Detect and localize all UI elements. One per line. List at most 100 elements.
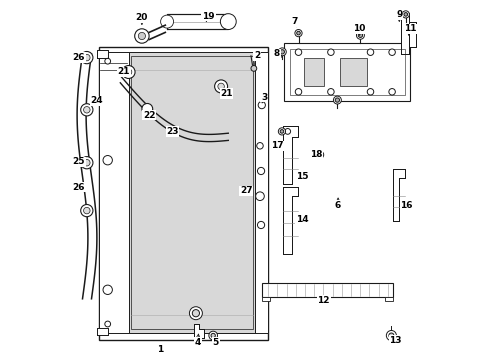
Circle shape xyxy=(255,192,264,201)
Bar xyxy=(131,56,253,329)
Circle shape xyxy=(218,83,224,90)
Circle shape xyxy=(388,333,393,338)
Circle shape xyxy=(335,98,339,102)
Polygon shape xyxy=(283,126,297,184)
Circle shape xyxy=(134,29,149,43)
Circle shape xyxy=(257,221,264,229)
Circle shape xyxy=(83,107,90,113)
Text: 22: 22 xyxy=(142,111,155,120)
Bar xyxy=(289,49,404,95)
Circle shape xyxy=(403,13,407,16)
Text: 19: 19 xyxy=(202,12,214,21)
Circle shape xyxy=(214,80,227,93)
Circle shape xyxy=(256,143,263,149)
Text: 10: 10 xyxy=(353,24,365,33)
Text: 18: 18 xyxy=(309,150,322,159)
Circle shape xyxy=(294,30,302,37)
Bar xyxy=(261,283,392,297)
Text: 9: 9 xyxy=(395,10,402,19)
Circle shape xyxy=(333,96,341,104)
Text: 4: 4 xyxy=(194,338,201,347)
Circle shape xyxy=(208,331,217,340)
Circle shape xyxy=(192,310,199,317)
Text: 2: 2 xyxy=(253,51,260,60)
Text: 7: 7 xyxy=(291,17,298,26)
Circle shape xyxy=(295,49,301,55)
Circle shape xyxy=(81,51,93,64)
Polygon shape xyxy=(283,187,297,254)
Bar xyxy=(99,47,267,340)
Circle shape xyxy=(220,14,236,30)
Circle shape xyxy=(358,33,362,37)
Circle shape xyxy=(81,204,93,217)
Text: 3: 3 xyxy=(261,93,267,102)
Circle shape xyxy=(125,69,132,75)
Circle shape xyxy=(83,54,90,61)
Polygon shape xyxy=(194,324,204,338)
Bar xyxy=(99,52,128,333)
Circle shape xyxy=(327,49,333,55)
Text: 11: 11 xyxy=(403,24,415,33)
Text: 25: 25 xyxy=(73,157,85,166)
Circle shape xyxy=(388,49,394,55)
Circle shape xyxy=(280,50,284,54)
Text: 24: 24 xyxy=(90,96,103,105)
Circle shape xyxy=(257,167,264,175)
Polygon shape xyxy=(167,14,228,29)
Circle shape xyxy=(401,11,408,18)
Bar xyxy=(385,297,392,301)
Text: 15: 15 xyxy=(295,172,308,181)
Circle shape xyxy=(327,89,333,95)
Text: 12: 12 xyxy=(317,296,329,305)
Circle shape xyxy=(104,58,110,64)
Circle shape xyxy=(356,31,364,39)
Text: 26: 26 xyxy=(73,53,85,62)
Polygon shape xyxy=(392,169,404,221)
Text: 1: 1 xyxy=(157,345,163,354)
Bar xyxy=(261,297,269,301)
Circle shape xyxy=(295,89,301,95)
Polygon shape xyxy=(97,50,107,58)
Text: 26: 26 xyxy=(73,183,85,192)
Bar xyxy=(303,58,323,86)
Circle shape xyxy=(366,49,373,55)
Text: 23: 23 xyxy=(166,127,179,136)
Bar xyxy=(127,52,257,333)
Circle shape xyxy=(142,103,152,114)
Circle shape xyxy=(81,104,93,116)
Circle shape xyxy=(284,129,290,134)
Circle shape xyxy=(386,330,396,341)
Circle shape xyxy=(83,159,90,166)
Polygon shape xyxy=(97,328,107,335)
Circle shape xyxy=(104,321,110,327)
Circle shape xyxy=(280,130,283,133)
Text: 6: 6 xyxy=(334,201,341,210)
Circle shape xyxy=(81,157,93,169)
Text: 8: 8 xyxy=(273,49,280,58)
Text: 14: 14 xyxy=(295,215,308,224)
Text: 21: 21 xyxy=(118,68,130,77)
Circle shape xyxy=(211,333,215,338)
Circle shape xyxy=(388,89,394,95)
Circle shape xyxy=(250,66,256,71)
Text: 27: 27 xyxy=(240,186,252,195)
Circle shape xyxy=(83,207,90,214)
Circle shape xyxy=(278,128,285,135)
Circle shape xyxy=(103,156,112,165)
Text: 16: 16 xyxy=(400,201,412,210)
Circle shape xyxy=(160,15,173,28)
Polygon shape xyxy=(408,22,415,47)
Bar xyxy=(254,52,267,333)
Text: 13: 13 xyxy=(388,336,401,345)
Text: 21: 21 xyxy=(220,89,232,98)
Circle shape xyxy=(122,66,135,78)
Circle shape xyxy=(316,151,323,158)
Text: 17: 17 xyxy=(270,141,283,150)
Circle shape xyxy=(189,307,202,320)
Circle shape xyxy=(258,102,265,109)
Circle shape xyxy=(138,32,145,40)
Text: 20: 20 xyxy=(136,13,148,22)
Bar xyxy=(284,43,409,101)
Circle shape xyxy=(366,89,373,95)
Text: 5: 5 xyxy=(212,338,218,347)
